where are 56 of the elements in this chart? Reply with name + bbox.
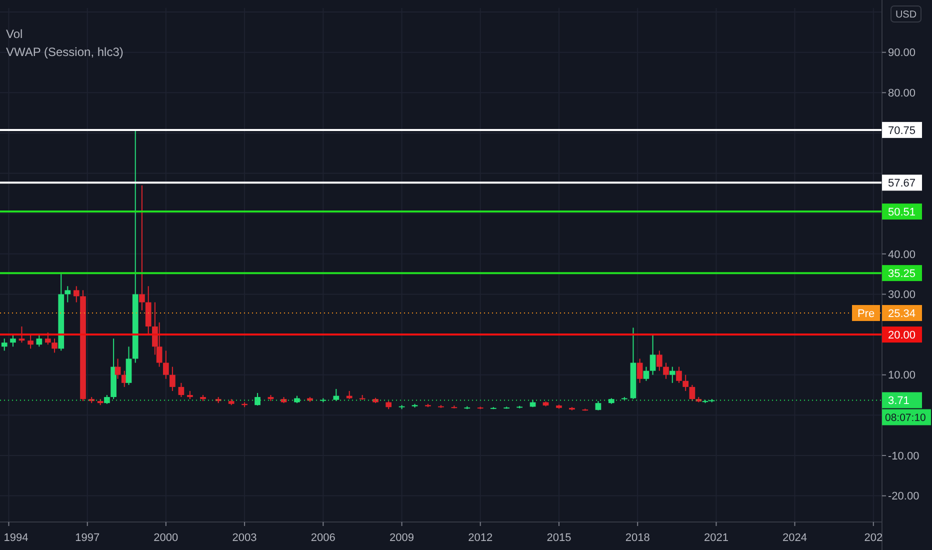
x-tick-label: 1994 [4,532,28,544]
candlestick [28,334,34,350]
x-tick-label: 2000 [154,532,178,544]
y-tick-label: -10.00 [888,450,920,462]
candlestick [73,286,80,303]
ref-line-label: 50.51 [888,206,916,218]
candlestick [114,358,121,380]
text: 08:07:10 [885,412,926,424]
candlestick [254,392,260,406]
x-tick-label: 2009 [390,532,414,544]
candlestick [663,362,669,380]
candlestick [139,184,145,311]
ref-line-label: 35.25 [888,268,916,280]
candlestick [170,366,176,392]
candlestick [656,350,662,372]
annotation: Vol [6,27,23,41]
x-tick-label: 2006 [310,532,336,544]
candlestick [178,382,184,398]
x-tick-label: 202 [864,532,883,544]
ref-line-label: 20.00 [888,329,916,342]
candlestick [333,388,340,402]
y-tick-label: 40.00 [888,248,916,261]
candlestick [1,338,8,352]
x-tick-label: 1997 [75,532,100,544]
x-tick-label: 2003 [232,532,257,544]
y-tick-label: 10.00 [888,370,916,382]
annotation: VWAP (Session, hlc3) [6,45,124,59]
x-tick-label: 2012 [468,532,493,544]
x-tick-label: 2024 [782,532,808,544]
candlestick [64,286,71,303]
y-tick-label: 80.00 [888,88,916,100]
candlestick [682,374,689,392]
candlestick [689,384,696,402]
ref-line-label: 3.71 [888,395,910,408]
candlestick [636,358,643,384]
y-tick-label: -20.00 [888,490,920,503]
candlestick [10,334,16,348]
text: Pre 25.34 [857,308,916,320]
candlestick [18,326,25,344]
x-tick-label: 2021 [704,532,728,544]
candlestick [669,366,676,384]
text: USD [895,10,917,20]
candlestick [36,334,42,348]
candlestick [676,366,682,384]
x-tick-label: 2018 [625,532,650,544]
candlestick [595,400,602,411]
ref-line-label: 57.67 [888,178,916,190]
candlestick [163,350,169,380]
candlestick [643,366,650,382]
y-tick-label: 90.00 [888,47,916,60]
candlestick [45,332,51,346]
y-tick-label: 30.00 [888,289,916,302]
ref-line-label: 70.75 [888,124,916,137]
candlestick [52,338,58,354]
x-tick-label: 2015 [546,532,572,544]
candlestick [650,334,656,376]
